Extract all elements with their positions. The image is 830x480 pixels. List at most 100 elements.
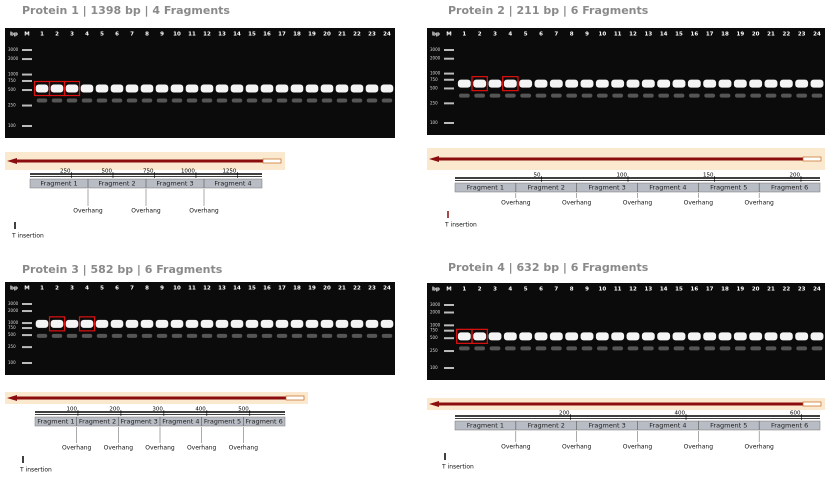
band [703,332,717,341]
lane-label: 3 [70,32,74,38]
ladder-label: 500 [8,87,16,92]
band-smear [612,93,624,98]
ladder-band [444,367,454,369]
overhang-label: Overhang [562,444,592,451]
band-smear [351,333,363,338]
band-smear [291,333,303,338]
lane-label: 3 [70,286,74,292]
overhang-label: Overhang [145,445,175,452]
ladder-label: 1000 [430,322,441,327]
band-smear [306,98,318,103]
band [290,319,304,328]
fragment-label: Fragment 1 [467,422,504,430]
insertion-label: T insertion [11,233,44,240]
band [125,319,139,328]
fragment-label: Fragment 2 [98,180,135,188]
band [215,84,229,93]
lane-label: 1 [40,32,44,38]
lane-label: 6 [115,32,119,38]
lane-label: 5 [100,286,104,292]
lane-label: 5 [524,287,528,293]
overhang-label: Overhang [684,200,714,207]
band [488,332,502,341]
ladder-label: 1000 [430,71,441,76]
ladder-band [444,87,454,90]
overhang-label: Overhang [189,208,219,215]
ladder-label: 1000 [8,320,19,325]
lane-label: 19 [308,32,316,38]
ladder-label: 500 [8,332,16,337]
band [626,332,640,341]
band-smear [535,346,547,351]
insertion-label: T insertion [444,222,477,229]
band-smear [201,333,213,338]
band [657,79,671,88]
band-smear [796,346,808,351]
ruler-label: 200 [789,173,800,179]
band-smear [780,346,792,351]
band [155,84,169,93]
ladder-band [444,57,454,60]
fragment-label: Fragment 4 [649,422,686,430]
band-smear [550,346,562,351]
ladder-band [22,334,32,337]
band [595,79,609,88]
band-smear [231,98,243,103]
band-smear [520,93,532,98]
band [350,84,364,93]
ladder-band [22,89,32,92]
fragment-label: Fragment 3 [588,422,625,430]
band-smear [261,333,273,338]
lane-label: 10 [599,287,607,293]
lane-label: 20 [323,32,331,38]
lane-label: 1 [40,286,44,292]
lane-label: 15 [675,32,683,38]
band [380,319,394,328]
lane-label: 19 [737,32,745,38]
axis-label: bp [432,32,440,38]
ladder-label: 3000 [430,302,441,307]
lane-label: 15 [675,287,683,293]
ruler-label: 1000 [181,169,195,175]
band-smear [811,346,823,351]
ladder-label: 2000 [8,56,19,61]
band [320,84,334,93]
lane-label: 5 [524,32,528,38]
fragment-label: Fragment 6 [771,184,808,192]
highlight-box [63,80,81,97]
overhang-label: Overhang [562,200,592,207]
ladder-label: 100 [430,365,438,370]
highlight-box [48,316,66,332]
lane-label: 12 [629,32,637,38]
band [140,84,154,93]
ladder-band [22,58,32,61]
lane-label: 6 [115,286,119,292]
band-smear [535,93,547,98]
overhang-label: Overhang [62,445,92,452]
band-smear [688,346,700,351]
ladder-band [444,324,454,327]
lane-label: 23 [798,32,806,38]
axis-label: bp [10,286,18,292]
band-smear [141,333,153,338]
lane-label: 23 [368,286,376,292]
lane-label: 2 [55,32,59,38]
band [275,84,289,93]
band-smear [734,346,746,351]
lane-label: 24 [383,32,391,38]
arrow-head [7,395,17,401]
lane-label: 8 [145,286,149,292]
band [718,332,732,341]
band [35,319,49,328]
band [245,84,259,93]
band [335,319,349,328]
band [365,319,379,328]
lane-label: 21 [767,287,775,293]
band [473,79,487,88]
lane-label: 9 [160,286,164,292]
highlight-box [502,76,519,92]
ladder-label: 250 [8,344,16,349]
band-smear [336,98,348,103]
band-smear [381,98,393,103]
overhang-label: Overhang [104,445,134,452]
